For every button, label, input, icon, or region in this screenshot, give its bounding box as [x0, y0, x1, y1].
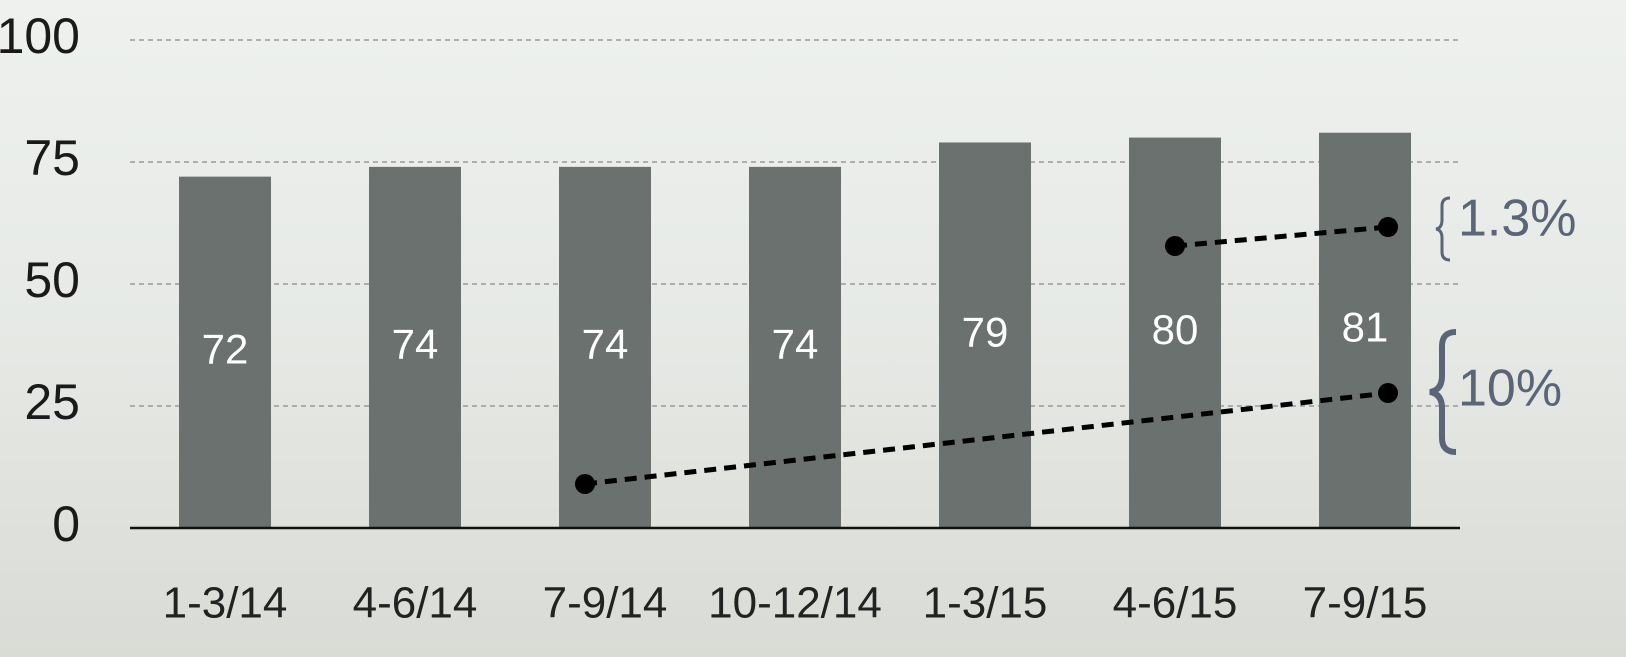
x-tick-label: 1-3/15: [923, 579, 1048, 628]
x-tick-label: 10-12/14: [708, 579, 882, 628]
y-tick-label: 0: [52, 496, 80, 552]
value-label: 72: [202, 325, 249, 372]
value-label: 79: [962, 308, 1009, 355]
value-label: 80: [1152, 306, 1199, 353]
y-tick-label: 25: [24, 374, 80, 430]
value-label: 74: [772, 321, 819, 368]
trend-dot: [1378, 217, 1398, 237]
annotation: 10%: [1458, 360, 1562, 418]
x-tick-label: 4-6/14: [353, 579, 478, 628]
value-label: 74: [392, 321, 439, 368]
value-label: 81: [1342, 303, 1389, 350]
chart: 0 25 50 75 100 1-3/14 72 4-6/14 74 7-9/14 74 10-12/…: [0, 0, 1626, 657]
x-tick-label: 4-6/15: [1113, 579, 1238, 628]
y-tick-label: 100: [0, 8, 80, 64]
trend-dot: [1165, 236, 1185, 256]
trend-dot: [1378, 383, 1398, 403]
x-tick-label: 1-3/14: [163, 579, 288, 628]
x-tick-label: 7-9/15: [1303, 579, 1428, 628]
y-tick-label: 50: [24, 252, 80, 308]
value-label: 74: [582, 321, 629, 368]
trend-dot: [575, 474, 595, 494]
x-tick-label: 7-9/14: [543, 579, 668, 628]
y-tick-label: 75: [24, 130, 80, 186]
annotation: 1.3%: [1458, 190, 1577, 248]
